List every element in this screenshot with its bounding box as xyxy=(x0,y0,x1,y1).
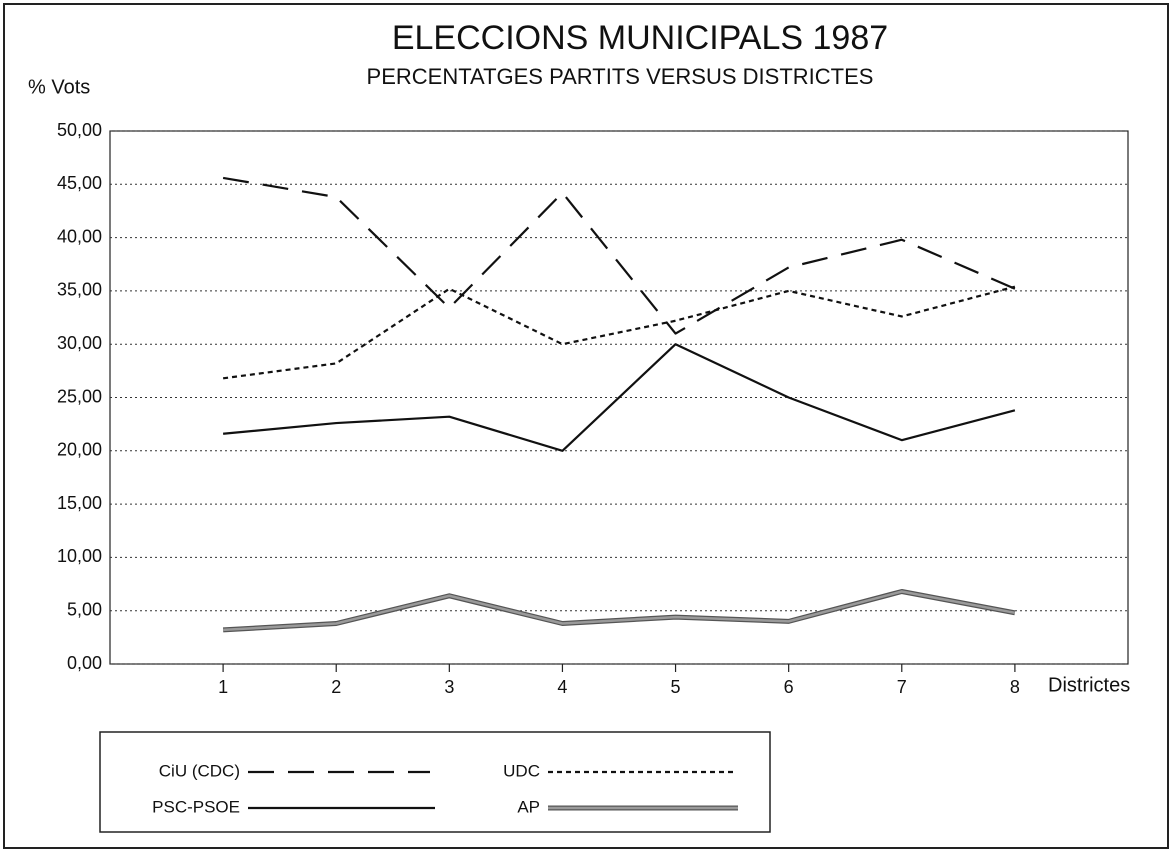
y-tick-label: 35,00 xyxy=(57,280,102,300)
legend-label: PSC-PSOE xyxy=(152,797,240,816)
frame xyxy=(3,3,1169,849)
y-tick-label: 20,00 xyxy=(57,440,102,460)
y-tick-label: 0,00 xyxy=(67,653,102,673)
y-tick-label: 25,00 xyxy=(57,386,102,406)
x-tick-label: 6 xyxy=(784,677,794,697)
y-tick-label: 15,00 xyxy=(57,493,102,513)
x-tick-label: 4 xyxy=(557,677,567,697)
y-axis-label: % Vots xyxy=(28,76,90,98)
legend-label: AP xyxy=(517,797,540,816)
y-tick-label: 40,00 xyxy=(57,226,102,246)
y-tick-label: 5,00 xyxy=(67,599,102,619)
chart-subtitle: PERCENTATGES PARTITS VERSUS DISTRICTES xyxy=(367,64,874,89)
x-tick-label: 3 xyxy=(444,677,454,697)
y-tick-label: 50,00 xyxy=(57,120,102,140)
y-tick-label: 45,00 xyxy=(57,173,102,193)
x-axis-label: Districtes xyxy=(1048,674,1130,696)
legend-box xyxy=(99,731,771,833)
chart-title: ELECCIONS MUNICIPALS 1987 xyxy=(392,19,888,57)
y-tick-label: 10,00 xyxy=(57,546,102,566)
series-line xyxy=(222,176,1016,335)
x-tick-label: 1 xyxy=(218,677,228,697)
series-line xyxy=(223,590,1016,632)
x-tick-label: 5 xyxy=(671,677,681,697)
x-tick-label: 7 xyxy=(897,677,907,697)
series-line xyxy=(222,285,1016,380)
legend-label: UDC xyxy=(503,761,540,780)
x-tick-label: 2 xyxy=(331,677,341,697)
x-tick-label: 8 xyxy=(1010,677,1020,697)
y-tick-label: 30,00 xyxy=(57,333,102,353)
series-line xyxy=(223,343,1016,452)
legend-label: CiU (CDC) xyxy=(159,761,240,780)
